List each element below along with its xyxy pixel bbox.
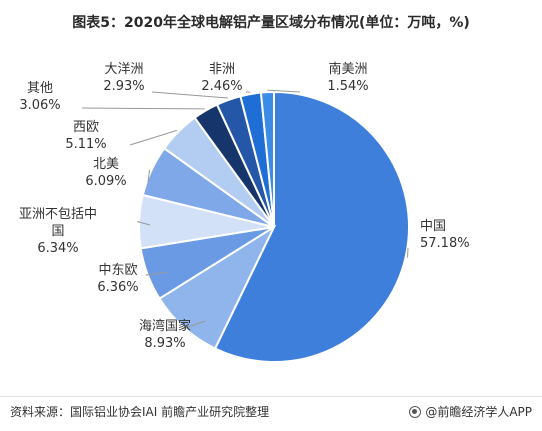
- slice-label-6: 西欧: [73, 120, 99, 135]
- slice-value-7: 3.06%: [19, 98, 60, 113]
- qianzhan-logo-icon: [409, 405, 422, 418]
- leader-line-4: [136, 221, 151, 226]
- leader-line-5: [147, 169, 151, 183]
- slice-label-4: 国: [51, 224, 64, 239]
- footer-brand-text: @前瞻经济学人APP: [425, 405, 532, 419]
- slice-label-3: 中东欧: [98, 263, 137, 278]
- leader-line-10: [267, 89, 301, 93]
- slice-label-1: 中国: [420, 219, 446, 234]
- slice-value-1: 57.18%: [420, 236, 470, 251]
- slice-value-8: 2.93%: [103, 79, 144, 94]
- footer-brand: @前瞻经济学人APP: [409, 403, 532, 420]
- slice-label-10: 南美洲: [328, 61, 367, 77]
- leader-line-3: [145, 271, 169, 276]
- slice-label-8: 大洋洲: [104, 62, 143, 77]
- slice-label-4: 亚洲不包括中: [19, 207, 97, 222]
- slice-value-6: 5.11%: [65, 137, 106, 152]
- pie-slice-10: [259, 90, 275, 228]
- slice-value-2: 8.93%: [144, 336, 185, 351]
- leader-line-7: [81, 107, 205, 110]
- footer-divider: [0, 396, 542, 397]
- leader-line-8: [151, 91, 228, 99]
- slice-label-9: 非洲: [209, 62, 235, 77]
- chart-title: 图表5：2020年全球电解铝产量区域分布情况(单位：万吨，%): [72, 15, 470, 31]
- slice-value-4: 6.34%: [37, 241, 78, 256]
- pie-slice-1: [213, 90, 410, 363]
- slice-label-5: 北美: [93, 157, 119, 172]
- slice-value-5: 6.09%: [85, 174, 126, 189]
- leader-line-6: [129, 129, 178, 146]
- slice-value-9: 2.46%: [201, 79, 242, 94]
- slice-value-3: 6.36%: [97, 280, 138, 295]
- leader-line-2: [182, 320, 207, 330]
- slice-label-2: 海湾国家: [139, 318, 191, 334]
- slice-label-7: 其他: [27, 81, 53, 96]
- slice-value-10: 1.54%: [327, 79, 368, 94]
- footer-source: 资料来源：国际铝业协会IAI 前瞻产业研究院整理: [10, 405, 270, 419]
